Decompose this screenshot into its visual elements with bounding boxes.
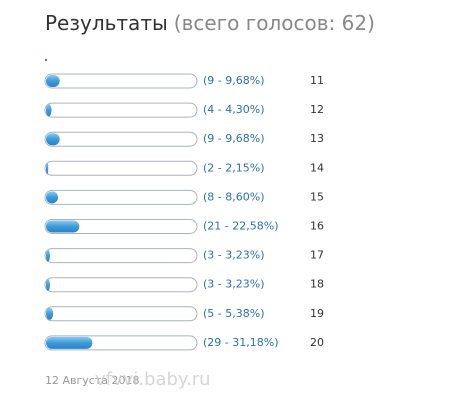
- bar: [46, 307, 54, 320]
- category-label: 16: [310, 220, 324, 233]
- bar-track: [44, 248, 198, 264]
- category-label: 20: [310, 336, 324, 349]
- bar-track: [44, 189, 198, 205]
- value-label: (4 - 4,30%): [203, 103, 265, 116]
- bar-track: [44, 102, 198, 118]
- title-main: Результаты: [45, 11, 168, 35]
- value-label: (5 - 5,38%): [203, 307, 265, 320]
- category-label: 12: [310, 103, 324, 116]
- bar-track: [44, 219, 198, 234]
- category-label: 15: [310, 190, 324, 203]
- bar: [46, 191, 59, 204]
- category-label: 14: [310, 161, 324, 174]
- watermark: vfvvi.baby.ru: [95, 369, 211, 390]
- value-label: (21 - 22,58%): [203, 220, 279, 233]
- date: 12 Августа 2018: [45, 374, 139, 387]
- bar: [46, 336, 93, 349]
- category-label: 11: [310, 74, 324, 87]
- bar: [46, 249, 50, 262]
- bar-track: [44, 306, 198, 322]
- value-label: (8 - 8,60%): [203, 190, 265, 203]
- value-label: (9 - 9,68%): [203, 132, 265, 145]
- title: Результаты (всего голосов: 62): [45, 11, 375, 35]
- category-label: 17: [310, 249, 324, 262]
- bar: [46, 278, 50, 291]
- bar: [46, 75, 60, 87]
- category-label: 19: [310, 307, 324, 320]
- bar: [46, 104, 52, 117]
- bar: [46, 133, 60, 146]
- bar-track: [44, 131, 198, 147]
- value-label: (2 - 2,15%): [203, 161, 265, 174]
- dot: [44, 58, 48, 62]
- category-label: 13: [310, 132, 324, 145]
- value-label: (3 - 3,23%): [203, 249, 265, 262]
- category-label: 18: [310, 278, 324, 291]
- bar-track: [44, 160, 198, 176]
- value-label: (9 - 9,68%): [203, 74, 265, 87]
- bar-track: [44, 277, 198, 293]
- bar: [46, 220, 80, 233]
- bar: [46, 162, 49, 175]
- total-votes: (всего голосов: 62): [174, 11, 375, 35]
- value-label: (3 - 3,23%): [203, 278, 265, 291]
- value-label: (29 - 31,18%): [203, 336, 279, 349]
- bar-track: [44, 73, 198, 89]
